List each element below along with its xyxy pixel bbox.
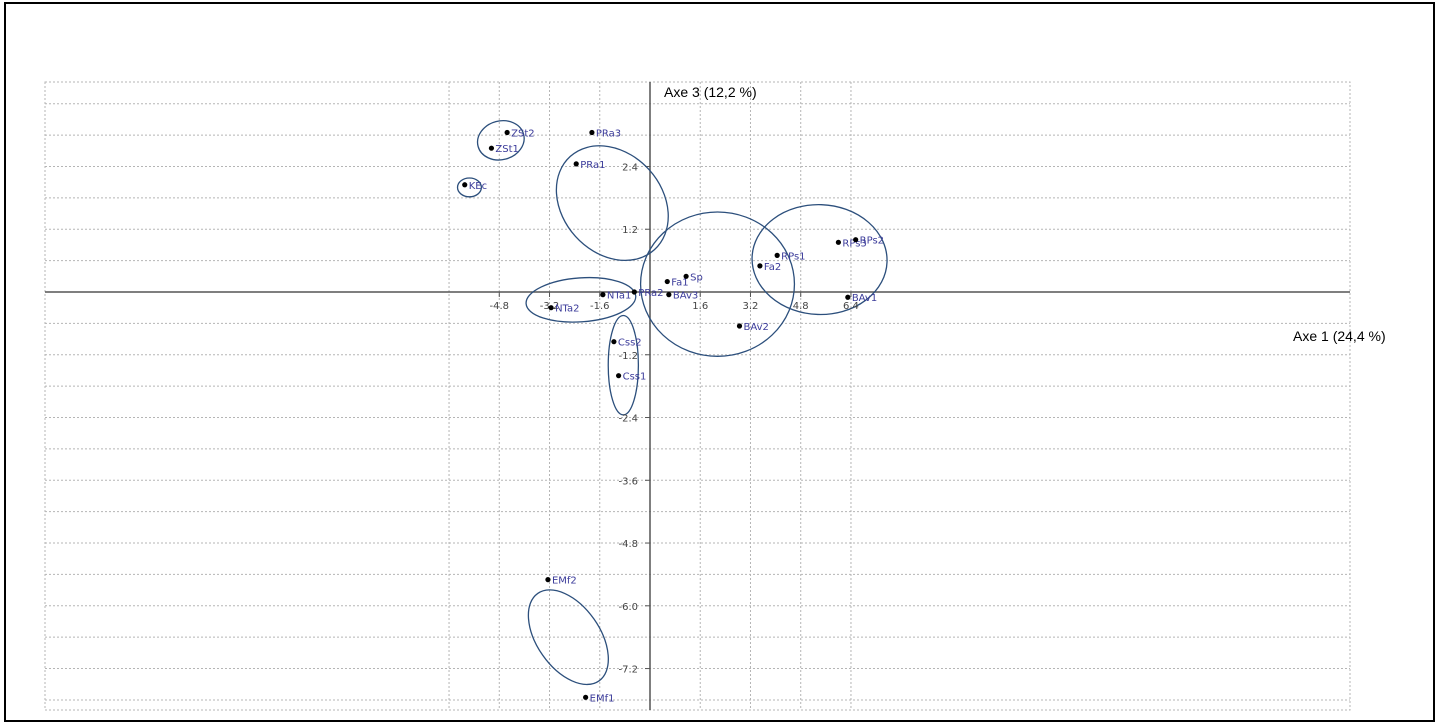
data-point: [545, 577, 551, 583]
data-point: [664, 278, 670, 285]
group-ellipse: [607, 314, 640, 416]
data-point: [757, 263, 763, 269]
y-tick-label: -2.4: [618, 414, 638, 425]
point-label: ZSt1: [495, 144, 518, 155]
x-tick-label: 1.6: [692, 301, 708, 312]
y-tick-label: -4.8: [618, 539, 638, 550]
x-tick-label: 6.4: [843, 301, 859, 312]
y-tick-label: 2.4: [622, 162, 638, 173]
point-label: BAv1: [852, 293, 877, 304]
point-label: RPs3: [842, 238, 866, 249]
data-point: [488, 145, 495, 151]
point-label: EMf1: [590, 693, 615, 704]
point-label: ZSt2: [511, 128, 534, 139]
data-point: [600, 292, 606, 298]
x-tick-label: -1.6: [590, 301, 610, 312]
group-ellipse: [476, 120, 525, 161]
point-label: KEc: [469, 181, 487, 192]
data-point: [666, 292, 672, 298]
point-label: Css1: [623, 372, 647, 383]
point-label: PRa1: [580, 160, 605, 171]
grid-lines: [44, 81, 1351, 711]
data-point: [548, 305, 554, 311]
y-axis-title: Axe 3 (12,2 %): [664, 84, 757, 100]
y-tick-label: -7.2: [618, 665, 638, 676]
chart-frame: [4, 2, 1435, 722]
point-label: NTa1: [607, 291, 631, 302]
point-label: BAv2: [743, 322, 768, 333]
data-point: [589, 129, 595, 136]
y-tick-label: -3.6: [618, 476, 638, 487]
y-tick-label: -1.2: [618, 351, 638, 362]
point-label: BAv3: [673, 291, 698, 302]
data-point: [853, 237, 859, 243]
group-ellipses: [456, 120, 888, 686]
data-point: [616, 373, 622, 379]
data-point: [573, 161, 579, 167]
data-point: [583, 694, 589, 700]
point-label: PRa3: [596, 128, 621, 139]
group-ellipse: [525, 276, 637, 323]
x-tick-label: -4.8: [490, 301, 510, 312]
data-point: [462, 182, 468, 188]
point-label: Fa1: [671, 278, 688, 289]
data-point: [774, 252, 780, 258]
point-label: NTa2: [555, 304, 579, 315]
point-label: RPs1: [781, 251, 805, 262]
group-ellipse: [456, 177, 483, 198]
group-ellipse: [555, 145, 669, 262]
point-label: Css2: [618, 338, 642, 349]
axes: [45, 82, 1350, 710]
point-label: EMf2: [552, 576, 577, 587]
plot-border: [44, 81, 1351, 711]
tick-labels: -4.8-3.2-1.61.63.24.86.42.41.2-1.2-2.4-3…: [490, 162, 859, 675]
data-point: [631, 289, 637, 295]
x-tick-label: 4.8: [793, 301, 809, 312]
point-label: RPs2: [860, 236, 884, 247]
group-ellipse: [527, 589, 609, 686]
group-ellipse: [751, 203, 888, 316]
data-points: KEc ZSt1 ZSt2 PRa1 PRa3 PRa2 NTa1 NTa2 Css2 Css1 F…: [462, 128, 884, 704]
x-axis-title: Axe 1 (24,4 %): [1293, 328, 1386, 344]
data-point: [611, 339, 617, 345]
point-label: Sp: [690, 272, 703, 283]
data-point: [835, 239, 842, 245]
y-tick-label: 1.2: [622, 225, 638, 236]
data-point: [736, 323, 743, 329]
y-tick-label: -6.0: [618, 602, 638, 613]
data-point: [504, 129, 510, 136]
point-label: Fa2: [764, 262, 781, 273]
x-tick-label: 3.2: [743, 301, 759, 312]
data-point: [845, 294, 851, 300]
group-ellipse: [639, 211, 796, 357]
point-label: PRa2: [638, 288, 663, 299]
data-point: [683, 273, 689, 279]
